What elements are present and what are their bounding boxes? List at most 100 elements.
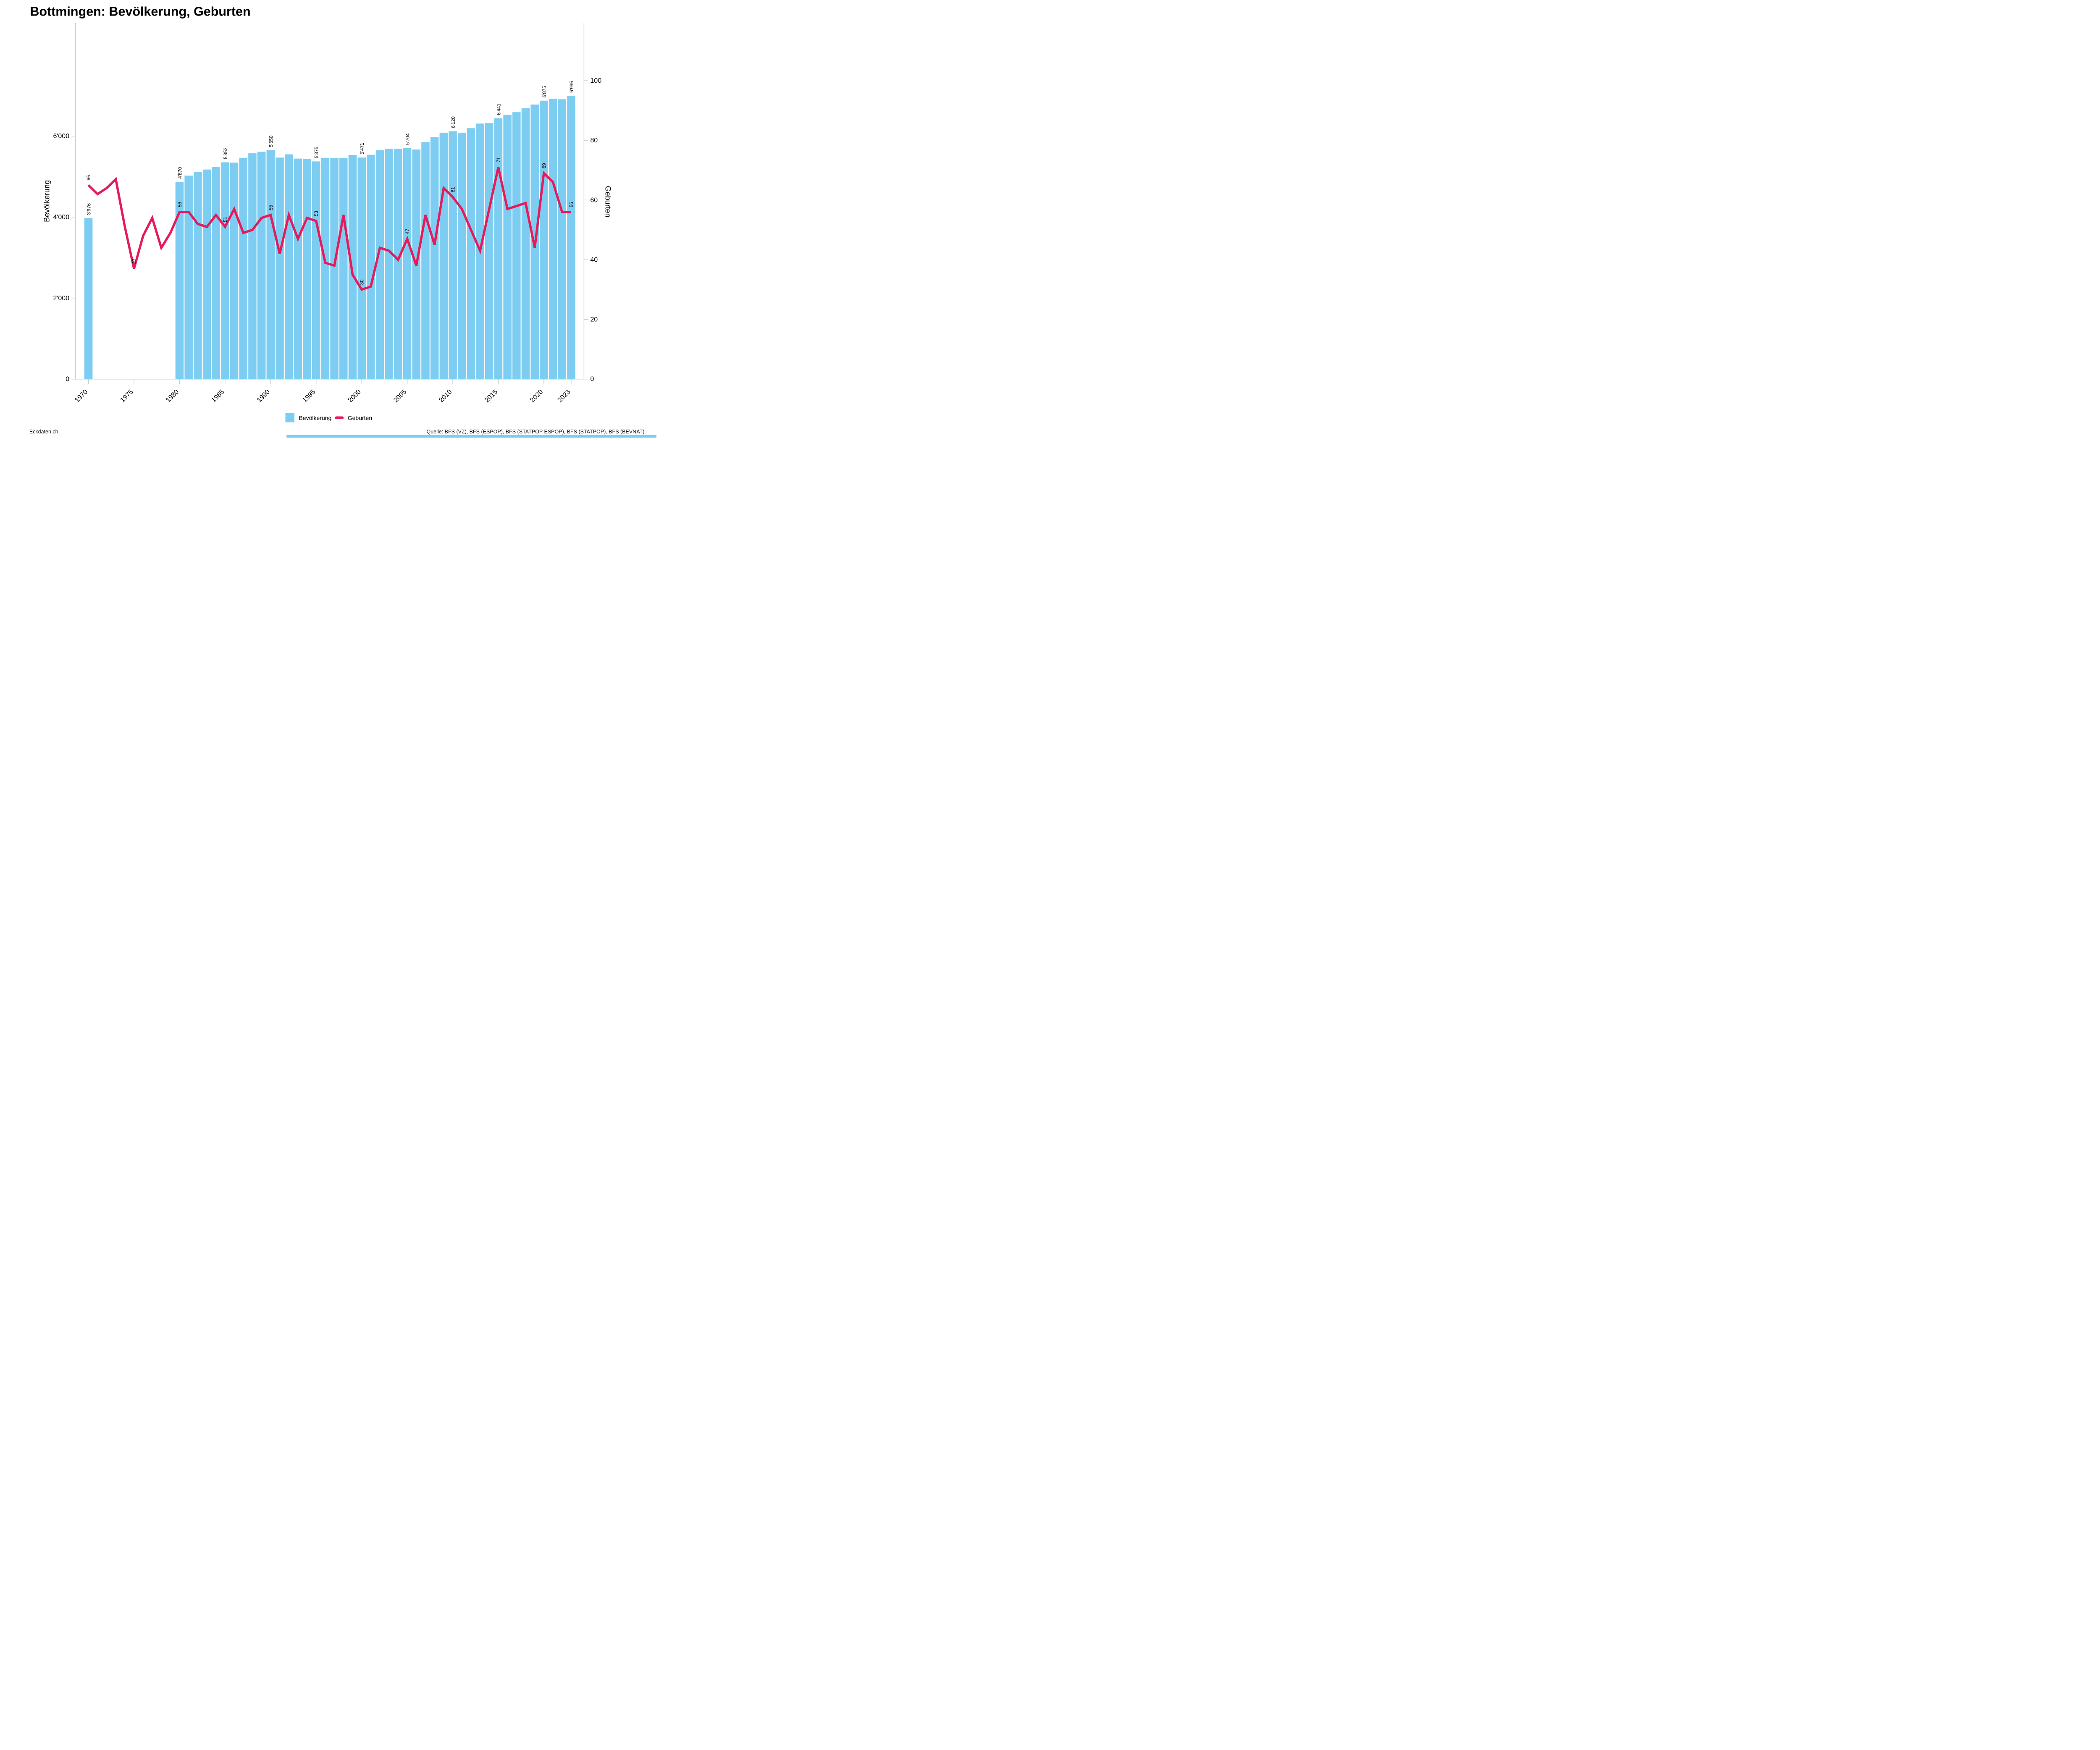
population-bar xyxy=(549,98,557,379)
population-bar xyxy=(512,112,521,379)
population-bar xyxy=(467,128,475,379)
population-bar xyxy=(439,132,448,379)
births-value-label: 71 xyxy=(496,157,501,163)
chart-canvas: Bottmingen: Bevölkerung, Geburten Bevölk… xyxy=(29,5,656,438)
population-bar xyxy=(303,159,311,379)
x-tick-label: 1980 xyxy=(165,388,180,404)
population-value-label: 6'995 xyxy=(570,81,575,93)
population-bar xyxy=(202,169,211,379)
births-value-label: 56 xyxy=(178,202,183,207)
population-bar xyxy=(221,162,229,379)
left-tick-label: 4'000 xyxy=(53,214,69,221)
population-value-label: 5'704 xyxy=(406,133,411,145)
right-axis-title: Geburten xyxy=(604,186,612,218)
births-value-label: 51 xyxy=(223,217,228,222)
left-tick-label: 6'000 xyxy=(53,133,69,140)
births-value-label: 61 xyxy=(451,187,456,192)
right-tick-label: 60 xyxy=(590,197,598,204)
population-bar xyxy=(449,131,457,379)
population-bar xyxy=(248,153,257,379)
left-tick-label: 2'000 xyxy=(53,295,69,302)
births-value-label: 37 xyxy=(132,259,137,264)
x-tick-label: 2005 xyxy=(392,388,408,404)
population-value-label: 4'870 xyxy=(178,167,183,179)
population-bar xyxy=(230,163,239,379)
right-tick-label: 40 xyxy=(590,256,598,263)
population-value-label: 3'976 xyxy=(87,203,92,215)
births-value-label: 30 xyxy=(360,279,365,285)
population-value-label: 6'875 xyxy=(542,86,547,97)
chart-page: Bottmingen: Bevölkerung, Geburten Bevölk… xyxy=(0,0,656,438)
population-bar xyxy=(84,218,93,379)
plot-area: 0 2'000 4'000 6'000 0 20 40 60 80 100 1970 1975 1980… xyxy=(53,23,601,404)
births-value-label: 69 xyxy=(542,163,547,168)
population-value-label: 5'650 xyxy=(269,136,274,147)
population-bar xyxy=(540,100,548,379)
population-bar xyxy=(567,96,575,379)
right-tick-label: 80 xyxy=(590,137,598,144)
population-bar xyxy=(485,123,494,379)
x-tick-label: 1970 xyxy=(74,388,89,404)
population-bar xyxy=(457,132,466,379)
population-bar xyxy=(430,137,439,379)
population-bar xyxy=(239,157,248,379)
x-tick-label: 2000 xyxy=(347,388,362,404)
x-tick-label: 1985 xyxy=(210,388,226,404)
x-tick-label: 2015 xyxy=(483,388,499,404)
footer-brand: Eckdaten.ch xyxy=(29,429,58,435)
right-tick-label: 100 xyxy=(590,77,601,84)
legend-label-geburten: Geburten xyxy=(348,415,372,421)
x-tick-label: 1975 xyxy=(119,388,135,404)
population-value-label: 5'375 xyxy=(315,147,320,158)
population-bar xyxy=(375,150,384,379)
population-bar xyxy=(494,118,503,379)
population-bar xyxy=(558,99,566,379)
right-tick-label: 0 xyxy=(590,376,594,383)
x-tick-label: 1995 xyxy=(301,388,317,404)
population-bar xyxy=(284,154,293,379)
legend-swatch-bevoelkerung xyxy=(285,413,294,422)
population-bar xyxy=(330,158,339,379)
births-value-label: 65 xyxy=(87,175,92,181)
population-bar xyxy=(357,157,366,379)
population-bar xyxy=(403,148,412,379)
population-bar xyxy=(257,152,266,379)
footer-blue-strip xyxy=(286,435,656,438)
left-tick-label: 0 xyxy=(66,376,69,383)
population-value-label: 6'441 xyxy=(496,103,501,115)
births-value-label: 55 xyxy=(269,205,274,210)
population-bar xyxy=(367,155,375,379)
left-axis-title: Bevölkerung xyxy=(43,180,51,222)
footer-source: Quelle: BFS (VZ), BFS (ESPOP), BFS (STAT… xyxy=(427,429,645,435)
births-value-label: 53 xyxy=(314,211,319,216)
population-bar xyxy=(521,108,530,379)
x-tick-label: 2023 xyxy=(556,388,572,404)
population-bar xyxy=(321,157,330,379)
population-bar xyxy=(312,161,320,379)
x-tick-label: 2020 xyxy=(529,388,544,404)
births-value-label: 47 xyxy=(405,229,410,234)
population-bar xyxy=(212,167,220,379)
births-value-label: 56 xyxy=(569,202,574,207)
population-bar xyxy=(175,182,184,379)
population-bar xyxy=(194,171,202,379)
x-tick-label: 1990 xyxy=(256,388,271,404)
population-value-label: 5'471 xyxy=(360,143,365,155)
population-bar xyxy=(276,157,284,379)
legend: Bevölkerung Geburten xyxy=(285,413,372,422)
population-bar xyxy=(394,148,402,379)
population-bar xyxy=(339,158,348,379)
population-bar xyxy=(184,176,193,379)
population-bar xyxy=(421,142,430,379)
births-line xyxy=(87,167,571,291)
population-bar xyxy=(294,158,302,379)
legend-swatch-geburten xyxy=(335,416,344,419)
population-value-label: 6'120 xyxy=(451,116,456,128)
population-bar xyxy=(503,115,512,379)
right-tick-label: 20 xyxy=(590,316,598,323)
chart-title: Bottmingen: Bevölkerung, Geburten xyxy=(30,5,250,19)
x-tick-label: 2010 xyxy=(438,388,453,404)
population-bar xyxy=(385,148,393,379)
population-value-label: 5'353 xyxy=(223,147,228,159)
legend-label-bevoelkerung: Bevölkerung xyxy=(299,415,331,421)
